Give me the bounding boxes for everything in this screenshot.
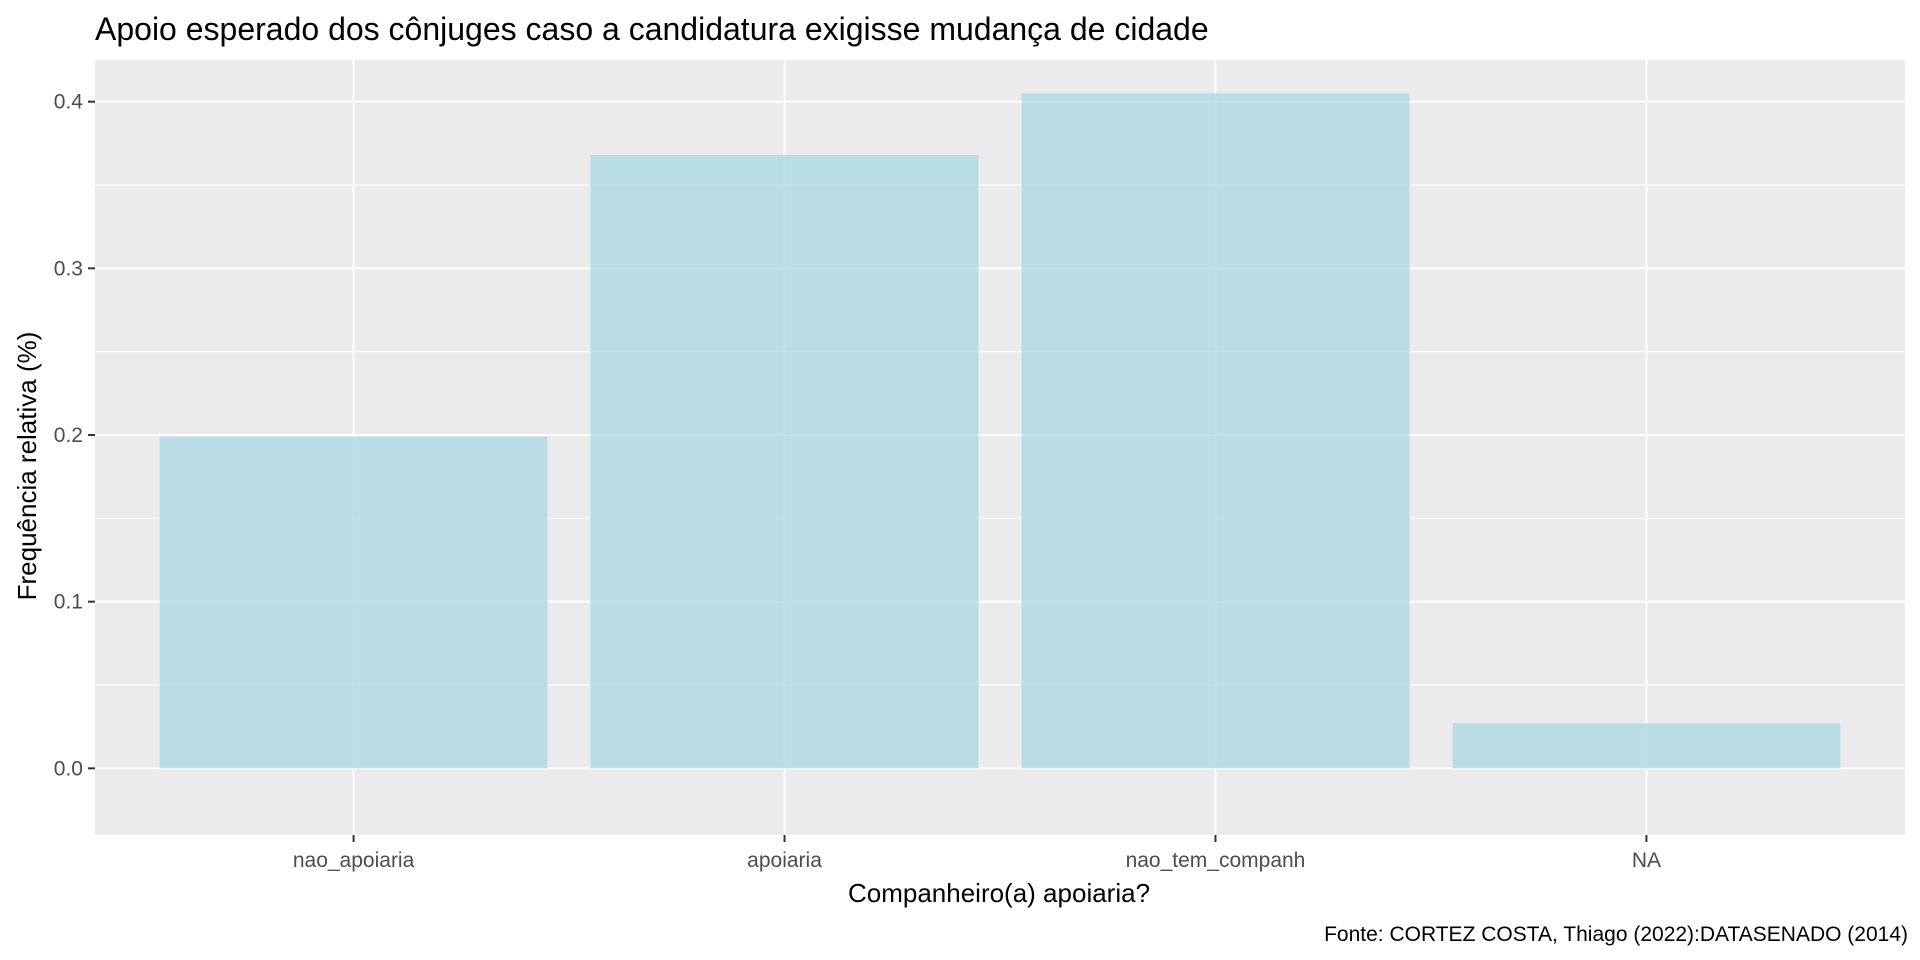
x-tick-label: NA — [1632, 849, 1661, 872]
x-axis: nao_apoiaria apoiaria nao_tem_companh NA — [293, 835, 1661, 872]
y-axis-title: Frequência relativa (%) — [12, 332, 42, 601]
bar-nao-tem-companh — [1021, 93, 1410, 769]
chart-caption: Fonte: CORTEZ COSTA, Thiago (2022):DATAS… — [1324, 923, 1908, 946]
x-tick-label: nao_apoiaria — [293, 849, 415, 872]
x-tick-label: nao_tem_companh — [1126, 849, 1306, 872]
x-axis-title: Companheiro(a) apoiaria? — [848, 878, 1150, 908]
bar-nao-apoiaria — [159, 436, 548, 769]
y-tick-label: 0.3 — [54, 257, 83, 280]
y-axis: 0.0 0.1 0.2 0.3 0.4 — [54, 91, 95, 780]
y-tick-label: 0.0 — [54, 757, 83, 780]
y-tick-label: 0.4 — [54, 91, 84, 114]
chart-title: Apoio esperado dos cônjuges caso a candi… — [95, 11, 1209, 47]
y-tick-label: 0.1 — [54, 591, 83, 614]
x-tick-label: apoiaria — [747, 849, 822, 872]
bar-apoiaria — [590, 155, 979, 769]
bar-na — [1452, 723, 1841, 769]
bars — [159, 93, 1841, 769]
y-tick-label: 0.2 — [54, 424, 83, 447]
